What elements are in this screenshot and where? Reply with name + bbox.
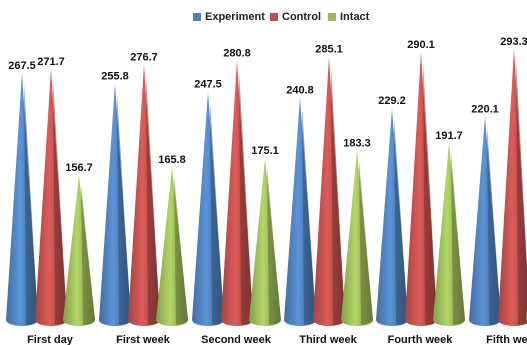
data-label: 229.2 [378, 95, 406, 107]
cone-bar-control [35, 68, 67, 326]
cone-bar-control [221, 60, 253, 326]
cone-shade [516, 59, 527, 325]
data-label: 247.5 [194, 78, 222, 90]
category-label: First day [27, 334, 74, 345]
cone-shade [331, 66, 345, 326]
data-label: 183.3 [343, 138, 371, 150]
legend-label-control: Control [282, 11, 322, 23]
legend-item-experiment: Experiment [193, 10, 265, 24]
cone-bar-intact [63, 175, 95, 326]
data-label: 276.7 [130, 51, 158, 63]
cone-bar-experiment [284, 97, 316, 326]
cone-shade [53, 78, 67, 325]
cone-bar-experiment [99, 83, 131, 326]
cone-shade [359, 160, 373, 325]
cone-bar-intact [156, 166, 188, 326]
cone-shade [146, 74, 160, 325]
legend-label-intact: Intact [340, 11, 370, 23]
cone-bar-control [313, 56, 345, 327]
cone-shade [210, 101, 224, 325]
data-label: 255.8 [101, 71, 129, 83]
cone-shade [451, 152, 465, 325]
cone-shade [24, 82, 38, 325]
legend-swatch-experiment [193, 13, 201, 21]
cone-shade [267, 168, 281, 325]
cone-bar-experiment [6, 72, 38, 326]
cone-bar-intact [249, 158, 281, 326]
cone-bar-experiment [376, 108, 408, 327]
cone-shade [394, 118, 408, 326]
data-label: 271.7 [37, 56, 65, 68]
category-label: Fifth week [486, 334, 527, 345]
cone-shade [239, 70, 253, 325]
cone-shade [81, 185, 95, 325]
data-label: 191.7 [435, 130, 463, 142]
data-label: 293.3 [500, 36, 527, 48]
cone-bar-intact [433, 142, 465, 326]
cone-bar-control [405, 51, 437, 327]
legend-swatch-control [270, 13, 278, 21]
data-label: 220.1 [471, 104, 499, 116]
cone-shade [302, 107, 316, 325]
cone-bar-intact [341, 150, 373, 326]
category-label: Third week [299, 334, 357, 345]
cone-shade [174, 176, 188, 325]
cone-bar-experiment [469, 116, 501, 326]
category-group: 229.2 290.1 191.7 Fourth week [376, 39, 465, 345]
data-label: 280.8 [223, 48, 251, 60]
data-label: 175.1 [251, 145, 279, 157]
cone-shade [117, 93, 131, 325]
data-label: 156.7 [65, 162, 93, 174]
category-label: Fourth week [388, 334, 454, 345]
cone-shade [487, 126, 501, 325]
category-group: 267.5 271.7 156.7 First day [6, 56, 95, 345]
cone-shade [423, 61, 437, 326]
category-label: First week [116, 334, 171, 345]
data-label: 267.5 [8, 60, 36, 72]
cone-bar-experiment [192, 91, 224, 326]
cone-bar-control [498, 49, 527, 326]
category-label: Second week [201, 334, 272, 345]
legend-swatch-intact [328, 13, 336, 21]
cone-bar-control [128, 64, 160, 326]
legend-label-experiment: Experiment [205, 11, 265, 23]
data-label: 290.1 [407, 39, 435, 51]
category-group: 247.5 280.8 175.1 Second week [192, 48, 281, 345]
data-label: 165.8 [158, 154, 186, 166]
data-label: 285.1 [315, 44, 343, 56]
data-label: 240.8 [286, 85, 314, 97]
chart-legend: Experiment Control Intact [0, 10, 527, 26]
legend-item-control: Control [270, 10, 321, 24]
category-group: 240.8 285.1 183.3 Third week [284, 44, 373, 345]
legend-item-intact: Intact [328, 10, 369, 24]
